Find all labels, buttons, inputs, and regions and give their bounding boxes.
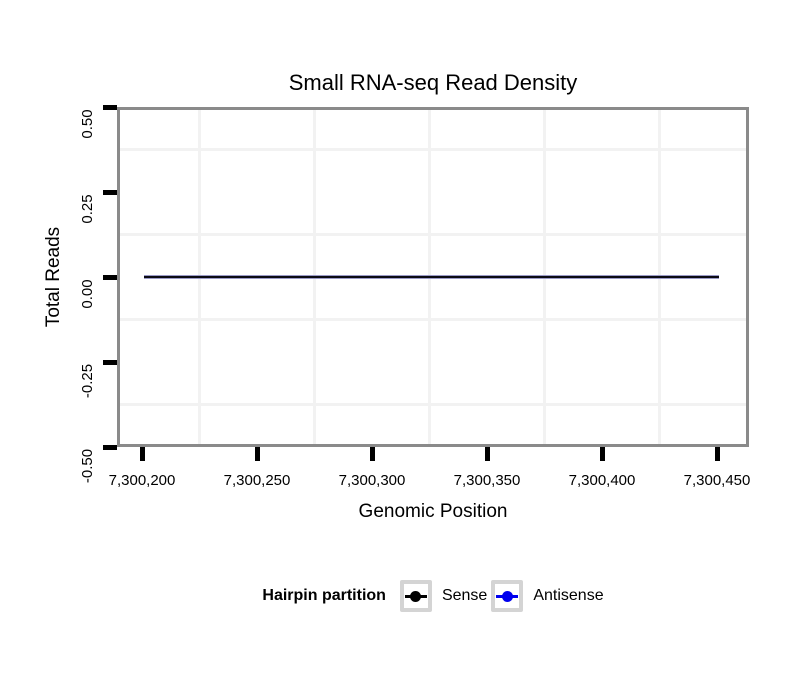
x-axis-tick (599, 447, 605, 461)
legend-label-antisense: Antisense (533, 587, 604, 604)
y-axis-tick (103, 444, 117, 450)
x-tick-label: 7,300,350 (453, 472, 521, 489)
x-axis-tick (369, 447, 375, 461)
series-line-sense-over-antisense (144, 275, 720, 279)
y-tick-label: -0.25 (79, 363, 96, 399)
y-tick-label: 0.25 (79, 193, 96, 224)
legend-item-sense: Sense (399, 580, 488, 612)
minor-gridline-horizontal (120, 403, 746, 406)
x-axis-tick (714, 447, 720, 461)
x-axis-tick (484, 447, 490, 461)
x-tick-label: 7,300,450 (683, 472, 751, 489)
y-axis-tick (103, 189, 117, 195)
plot-panel (117, 107, 749, 447)
minor-gridline-horizontal (120, 318, 746, 321)
chart-title: Small RNA-seq Read Density (288, 70, 578, 95)
legend-label-sense: Sense (441, 587, 488, 604)
y-axis-tick (103, 359, 117, 365)
legend-title: Hairpin partition (262, 587, 386, 604)
antisense-point-icon (501, 590, 513, 602)
sense-point-icon (410, 590, 422, 602)
x-axis-tick (254, 447, 260, 461)
y-axis-title: Total Reads (43, 226, 64, 328)
x-axis-title: Genomic Position (358, 501, 508, 522)
legend-key-sense (399, 580, 432, 612)
minor-gridline-horizontal (120, 148, 746, 151)
minor-gridline-horizontal (120, 233, 746, 236)
x-tick-label: 7,300,400 (568, 472, 636, 489)
legend-key-antisense (491, 580, 524, 612)
y-tick-label: 0.50 (79, 108, 96, 139)
y-tick-label: 0.00 (79, 278, 96, 309)
x-tick-label: 7,300,200 (108, 472, 176, 489)
y-axis-tick (103, 274, 117, 280)
x-tick-label: 7,300,250 (223, 472, 291, 489)
legend-item-antisense: Antisense (491, 580, 604, 612)
x-axis-tick (139, 447, 145, 461)
legend: Hairpin partition Sense Antisense (117, 580, 749, 612)
y-axis-tick (103, 104, 117, 110)
x-tick-label: 7,300,300 (338, 472, 406, 489)
